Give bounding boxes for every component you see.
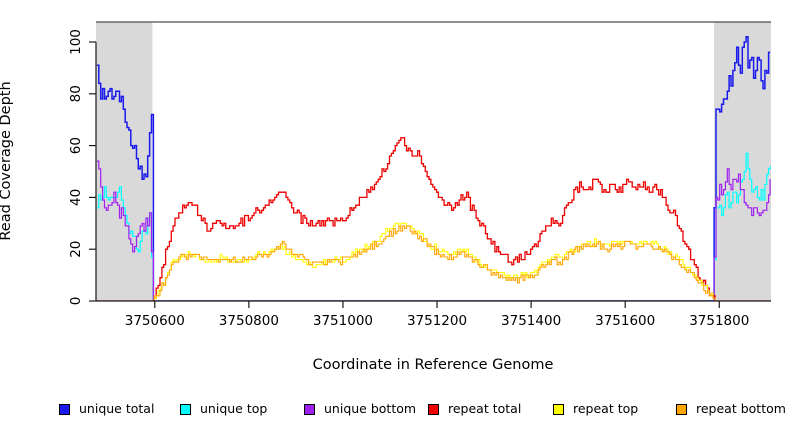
series-unique-bottom (96, 160, 771, 301)
x-tick-label: 3750600 (125, 313, 185, 329)
legend-item-repeat-total: repeat total (428, 401, 521, 417)
x-axis-title: Coordinate in Reference Genome (312, 357, 554, 373)
series-unique-top (96, 152, 771, 301)
y-tick-label: 100 (68, 29, 84, 55)
legend-item-repeat-bottom: repeat bottom (676, 401, 786, 417)
y-tick-label: 20 (68, 241, 84, 258)
legend-item-unique-total: unique total (59, 401, 154, 417)
unique-total-swatch-icon (59, 403, 70, 415)
legend-label: repeat bottom (696, 401, 786, 416)
repeat-total-swatch-icon (428, 403, 439, 415)
x-tick-label: 3751600 (595, 313, 655, 329)
legend-label: unique bottom (324, 401, 417, 416)
series-unique-total (96, 36, 771, 301)
masked-region (96, 22, 153, 301)
legend-item-unique-top: unique top (180, 401, 267, 417)
unique-bottom-swatch-icon (304, 403, 315, 415)
legend-label: unique total (79, 401, 155, 416)
legend: unique total unique top unique bottom re… (0, 401, 792, 419)
legend-item-unique-bottom: unique bottom (304, 401, 416, 417)
x-tick-label: 3750800 (219, 313, 279, 329)
unique-top-swatch-icon (180, 403, 191, 415)
legend-label: repeat top (573, 401, 639, 416)
x-tick-label: 3751800 (689, 313, 749, 329)
legend-item-repeat-top: repeat top (553, 401, 638, 417)
series-repeat-total (96, 137, 771, 301)
legend-label: repeat total (448, 401, 522, 416)
y-tick-label: 80 (68, 85, 84, 102)
y-tick-label: 0 (68, 297, 84, 306)
x-tick-label: 3751200 (407, 313, 467, 329)
repeat-top-swatch-icon (553, 403, 564, 415)
x-tick-label: 3751000 (313, 313, 373, 329)
repeat-bottom-swatch-icon (676, 403, 687, 415)
legend-label: unique top (200, 401, 268, 416)
series-repeat-bottom (96, 225, 771, 301)
x-tick-label: 3751400 (501, 313, 561, 329)
series-group (96, 36, 771, 301)
y-tick-label: 60 (68, 137, 84, 154)
y-tick-label: 40 (68, 189, 84, 206)
series-repeat-top (96, 222, 771, 301)
